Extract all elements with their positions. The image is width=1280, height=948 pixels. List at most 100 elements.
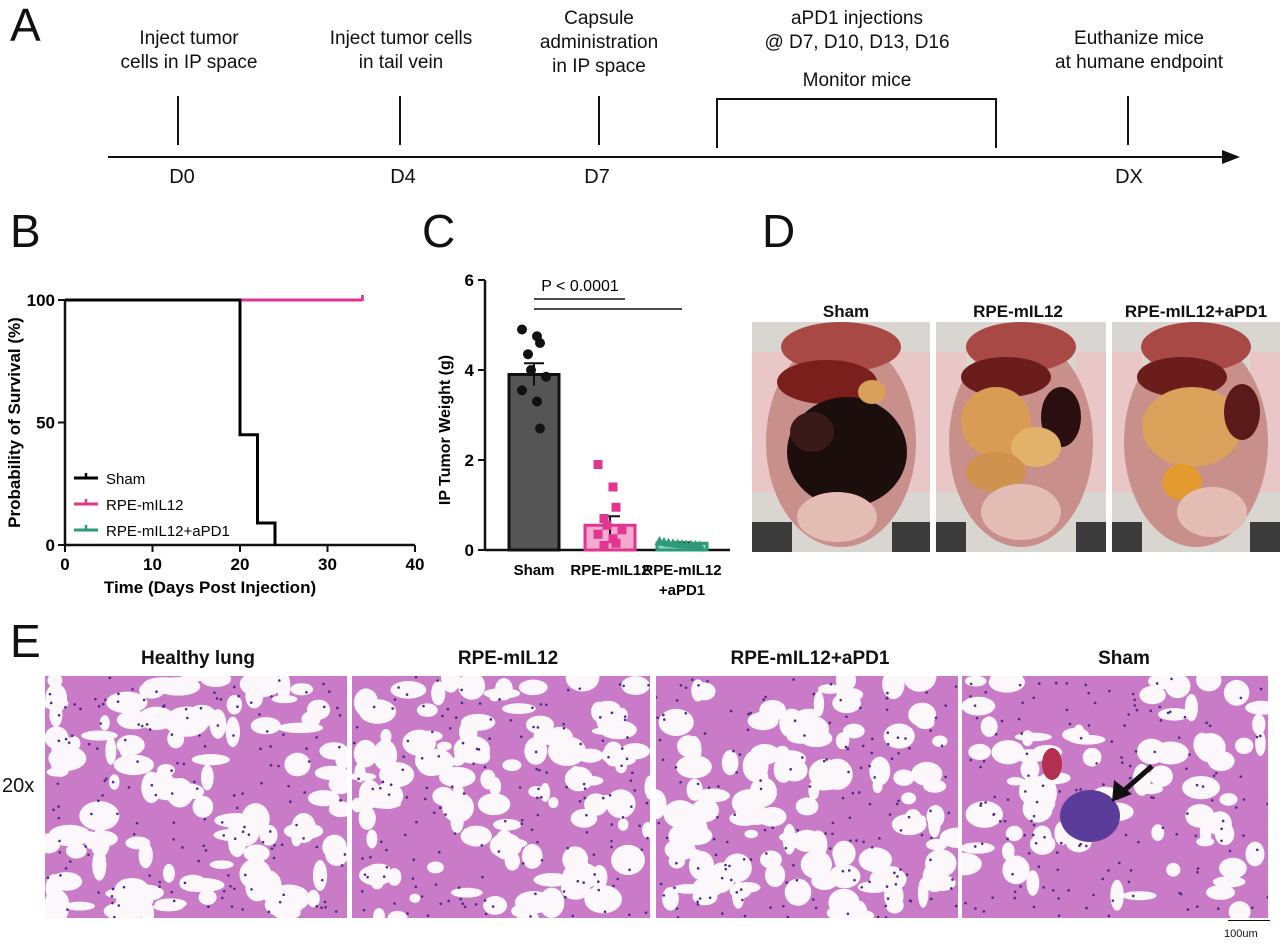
panel-letter-b: B: [10, 205, 41, 257]
nucleus: [1055, 851, 1059, 854]
nucleus: [1079, 788, 1082, 791]
survival-chart: 0 50 100 0 10 20 30 40 Time (Days Post Injection…: [5, 291, 425, 597]
alveolus: [781, 758, 808, 782]
nucleus: [268, 830, 272, 833]
nucleus: [793, 719, 797, 722]
nucleus: [803, 734, 806, 737]
nucleus: [249, 701, 253, 704]
nucleus: [393, 902, 396, 905]
alveolus: [225, 716, 240, 748]
alveolus: [591, 701, 607, 722]
alveolus: [565, 676, 600, 692]
nucleus: [847, 869, 851, 872]
nucleus: [79, 707, 82, 711]
nucleus: [87, 853, 90, 857]
nucleus: [732, 749, 735, 753]
nucleus: [1024, 790, 1027, 793]
nucleus: [884, 916, 888, 918]
nucleus: [117, 692, 120, 696]
nucleus: [897, 751, 900, 755]
nucleus: [954, 904, 958, 908]
alveolus: [668, 826, 685, 846]
alveolus: [453, 785, 464, 797]
nucleus: [979, 765, 982, 769]
nucleus: [578, 800, 582, 803]
nucleus: [1159, 719, 1163, 722]
alveolus: [453, 742, 468, 762]
nucleus: [675, 861, 678, 865]
alveolus: [835, 676, 857, 691]
nucleus: [1057, 897, 1060, 900]
alveolus: [209, 709, 227, 739]
survival-x-tick-label: 40: [406, 555, 425, 574]
nucleus: [97, 891, 100, 894]
nucleus: [566, 688, 570, 692]
nucleus: [1032, 814, 1036, 818]
nucleus: [434, 883, 438, 886]
nucleus: [607, 755, 610, 759]
alveolus: [138, 842, 153, 869]
bar-point: [593, 460, 603, 469]
alveolus: [778, 832, 801, 842]
nucleus: [601, 739, 605, 743]
nucleus: [1234, 806, 1238, 809]
nucleus: [944, 704, 947, 707]
nucleus: [984, 801, 987, 804]
nucleus: [483, 765, 487, 769]
nucleus: [202, 844, 205, 848]
nucleus: [222, 889, 226, 893]
nucleus: [729, 878, 733, 882]
nucleus: [812, 692, 816, 696]
nucleus: [1003, 819, 1007, 823]
nucleus: [385, 848, 388, 852]
alveolus: [962, 852, 982, 876]
nucleus: [1166, 711, 1170, 715]
nucleus: [684, 686, 688, 690]
nucleus: [1133, 704, 1137, 707]
nucleus: [576, 879, 580, 883]
legend-label: Sham: [106, 471, 145, 488]
nucleus: [1085, 906, 1088, 910]
nucleus: [199, 706, 203, 710]
nucleus: [950, 887, 953, 890]
nucleus: [1266, 802, 1268, 806]
nucleus: [1101, 877, 1105, 881]
nucleus: [1251, 906, 1254, 910]
nucleus: [626, 736, 629, 739]
alveolus: [667, 711, 678, 732]
alveolus: [45, 897, 69, 918]
nucleus: [397, 686, 400, 689]
nucleus: [1220, 839, 1223, 843]
nucleus: [477, 748, 481, 751]
nucleus: [432, 811, 436, 815]
alveolus: [584, 885, 622, 914]
alveolus: [779, 708, 805, 739]
alveolus: [1032, 825, 1052, 847]
nucleus: [1025, 752, 1029, 756]
nucleus: [1006, 837, 1009, 841]
alveolus: [968, 743, 991, 761]
nucleus: [1034, 841, 1038, 845]
nucleus: [974, 907, 977, 910]
alveolus: [548, 797, 559, 809]
nucleus: [362, 908, 366, 912]
nucleus: [270, 847, 274, 850]
nucleus: [136, 760, 139, 763]
nucleus: [241, 908, 244, 911]
nucleus: [237, 694, 240, 698]
alveolus: [832, 693, 861, 714]
alveolus: [514, 891, 553, 914]
nucleus: [334, 910, 338, 913]
alveolus: [1139, 685, 1166, 705]
alveolus: [209, 860, 234, 869]
alveolus: [939, 827, 958, 848]
nucleus: [1266, 896, 1268, 899]
nucleus: [213, 691, 216, 695]
nucleus: [1065, 682, 1069, 685]
alveolus: [307, 790, 340, 807]
nucleus: [1035, 800, 1039, 804]
nucleus: [862, 840, 865, 844]
nucleus: [259, 747, 262, 751]
alveolus: [1212, 876, 1246, 888]
nucleus: [691, 678, 694, 682]
